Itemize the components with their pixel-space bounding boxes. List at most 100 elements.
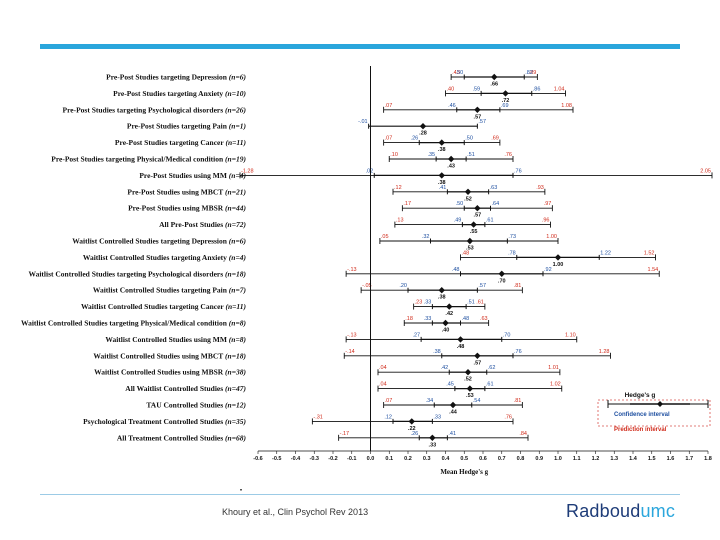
confidence-upper-label: .76 <box>514 168 522 174</box>
confidence-lower-label: .20 <box>399 283 407 289</box>
row-label: Waitlist Controlled Studies targeting An… <box>83 253 247 262</box>
confidence-lower-label: .59 <box>472 86 480 92</box>
forest-row: Waitlist Controlled Studies targeting Pa… <box>93 283 523 301</box>
x-tick-label: 0.3 <box>423 456 431 462</box>
prediction-upper-label: .76 <box>504 152 512 158</box>
confidence-upper-label: .76 <box>514 349 522 355</box>
point-estimate-marker <box>491 73 498 81</box>
row-n-count: (n=4) <box>229 171 247 180</box>
row-label-text: Waitlist Controlled Studies using MBSR <box>94 368 225 377</box>
x-axis-title: Mean Hedge's g <box>440 468 488 476</box>
prediction-lower-label: -.31 <box>313 414 322 420</box>
forest-row: Pre-Post Studies using MBCT (n=21) .12 .93… <box>127 185 546 202</box>
forest-row: Waitlist Controlled Studies using MBCT (… <box>93 349 611 366</box>
radboudumc-logo: Radboudumc <box>566 501 675 522</box>
row-label-text: Waitlist Controlled Studies targeting Pa… <box>93 286 229 295</box>
point-estimate-label: .53 <box>466 393 474 399</box>
confidence-upper-label: 1.22 <box>600 250 611 256</box>
prediction-lower-label: .17 <box>403 201 411 207</box>
confidence-upper-label: .51 <box>467 300 475 306</box>
row-label-text: All Waitlist Controlled Studies <box>125 384 225 393</box>
row-n-count: (n=6) <box>229 73 247 82</box>
row-n-count: (n=10) <box>225 89 246 98</box>
confidence-lower-label: .45 <box>446 382 454 388</box>
point-estimate-marker <box>429 434 436 441</box>
prediction-upper-label: .61 <box>476 300 484 306</box>
confidence-lower-label: .49 <box>454 218 462 224</box>
point-estimate-label: .72 <box>502 98 510 104</box>
point-estimate-label: .66 <box>490 82 498 88</box>
point-estimate-label: .43 <box>447 164 455 170</box>
forest-row: Pre-Post Studies using MM (n=4)-1.28 2.05… <box>139 168 713 186</box>
x-tick-label: 0.9 <box>535 456 543 462</box>
point-estimate-marker <box>438 139 445 146</box>
row-label-text: Waitlist Controlled Studies targeting De… <box>72 237 229 246</box>
row-n-count: (n=8) <box>229 335 247 344</box>
prediction-lower-label: .18 <box>405 316 413 322</box>
confidence-lower-label: .26 <box>411 136 419 142</box>
x-tick-label: -0.5 <box>272 456 281 462</box>
prediction-lower-label: .07 <box>385 398 393 404</box>
point-estimate-marker <box>447 155 455 163</box>
row-label-text: TAU Controlled Studies <box>146 401 225 410</box>
forest-row: Waitlist Controlled Studies targeting Ps… <box>29 267 660 284</box>
point-estimate-label: .22 <box>408 426 416 432</box>
confidence-upper-label: .54 <box>473 398 481 404</box>
row-label-text: Waitlist Controlled Studies targeting Ps… <box>29 269 226 278</box>
point-estimate-label: 1.00 <box>553 262 564 268</box>
x-tick-label: -0.4 <box>291 456 301 462</box>
point-estimate-label: .57 <box>474 114 482 120</box>
confidence-upper-label: .50 <box>465 136 473 142</box>
legend-box <box>597 399 711 427</box>
prediction-lower-label: -.13 <box>347 332 356 338</box>
prediction-lower-label: .04 <box>379 382 387 388</box>
prediction-upper-label: .97 <box>544 201 552 207</box>
x-tick-label: 0.4 <box>442 456 451 462</box>
x-tick-label: 1.7 <box>685 456 693 462</box>
row-label-text: Waitlist Controlled Studies targeting Ca… <box>81 302 226 311</box>
confidence-lower-label: .50 <box>456 70 464 76</box>
row-label-text: Pre-Post Studies using MM <box>139 171 228 180</box>
confidence-upper-label: .69 <box>501 103 509 109</box>
legend-diamond <box>657 401 663 407</box>
confidence-lower-label: .38 <box>433 349 441 355</box>
row-label: TAU Controlled Studies (n=12) <box>146 401 246 410</box>
row-n-count: (n=35) <box>225 417 246 426</box>
prediction-upper-label: 1.52 <box>644 250 655 256</box>
stray-mark <box>240 489 242 491</box>
row-label: Waitlist Controlled Studies using MBSR (… <box>94 368 246 377</box>
forest-row: Waitlist Controlled Studies targeting Ca… <box>81 300 486 317</box>
confidence-lower-label: .42 <box>441 365 449 371</box>
confidence-lower-label: -.01 <box>358 119 367 125</box>
row-n-count: (n=12) <box>225 401 246 410</box>
x-tick-label: 0.8 <box>517 456 525 462</box>
x-tick-label: 1.2 <box>592 456 600 462</box>
confidence-upper-label: .92 <box>544 267 552 273</box>
row-label: Pre-Post Studies targeting Pain (n=1) <box>127 122 247 131</box>
row-label: Waitlist Controlled Studies using MBCT (… <box>93 351 246 360</box>
row-label-text: All Treatment Controlled Studies <box>117 433 225 442</box>
point-estimate-marker <box>446 303 453 310</box>
forest-row: Pre-Post Studies targeting Anxiety (n=10… <box>113 86 566 104</box>
forest-row: Waitlist Controlled Studies targeting An… <box>83 250 656 268</box>
point-estimate-label: .38 <box>438 180 446 186</box>
row-label: Pre-Post Studies targeting Cancer (n=11) <box>115 138 247 147</box>
confidence-upper-label: .57 <box>478 119 486 125</box>
x-tick-label: -0.1 <box>347 456 356 462</box>
footer-rule <box>40 494 680 495</box>
x-tick-label: 1.4 <box>629 456 638 462</box>
point-estimate-marker <box>408 418 415 425</box>
row-n-count: (n=4) <box>229 253 247 262</box>
confidence-lower-label: .78 <box>508 250 516 256</box>
confidence-upper-label: .33 <box>433 414 441 420</box>
row-label-text: Pre-Post Studies targeting Pain <box>127 122 229 131</box>
prediction-lower-label: .07 <box>385 136 393 142</box>
prediction-upper-label: .96 <box>542 218 550 224</box>
row-n-count: (n=26) <box>225 105 246 114</box>
x-tick-label: -0.2 <box>328 456 337 462</box>
point-estimate-marker <box>474 205 481 212</box>
confidence-upper-label: .64 <box>492 201 500 207</box>
prediction-upper-label: .63 <box>480 316 488 322</box>
x-tick-label: 0.7 <box>498 456 506 462</box>
prediction-upper-label: 1.08 <box>561 103 572 109</box>
